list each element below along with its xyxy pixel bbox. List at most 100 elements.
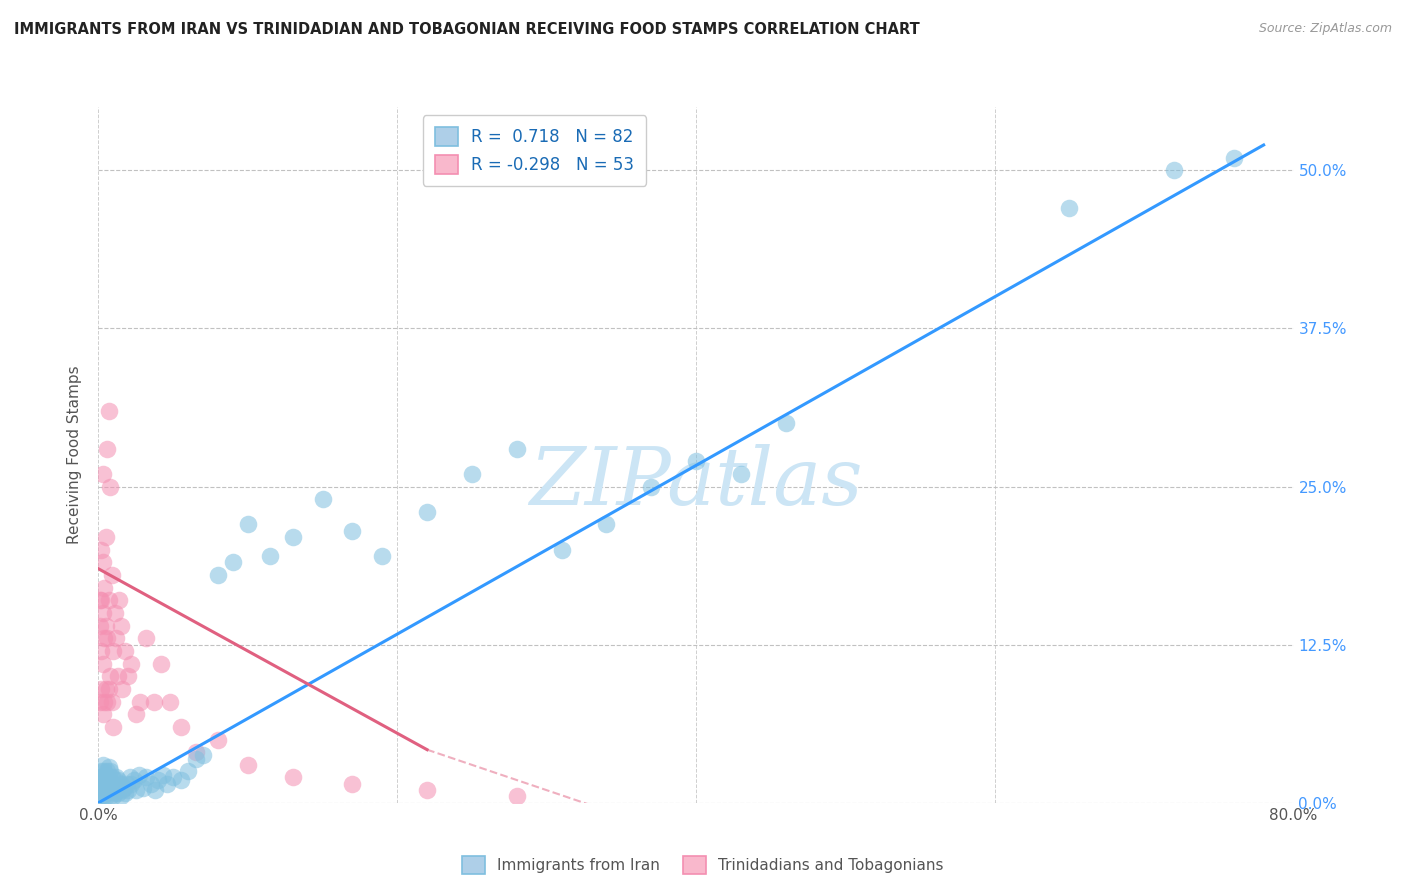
Y-axis label: Receiving Food Stamps: Receiving Food Stamps: [67, 366, 83, 544]
Point: [105, 783, 128, 797]
Point: [89, 771, 111, 785]
Point: [110, 777, 132, 791]
Point: [93, 777, 115, 791]
Point: [104, 772, 127, 787]
Point: [236, 517, 259, 532]
Point: [177, 764, 200, 779]
Point: [259, 549, 281, 563]
Point: [96, 764, 118, 779]
Point: [125, 707, 148, 722]
Point: [162, 771, 184, 785]
Point: [1163, 163, 1185, 178]
Point: [125, 783, 148, 797]
Point: [90, 644, 112, 658]
Point: [142, 695, 165, 709]
Point: [105, 632, 128, 646]
Point: [595, 517, 617, 532]
Point: [685, 454, 707, 468]
Point: [103, 789, 125, 804]
Point: [91, 789, 114, 804]
Text: IMMIGRANTS FROM IRAN VS TRINIDADIAN AND TOBAGONIAN RECEIVING FOOD STAMPS CORRELA: IMMIGRANTS FROM IRAN VS TRINIDADIAN AND …: [14, 22, 920, 37]
Point: [281, 771, 304, 785]
Point: [115, 777, 138, 791]
Point: [101, 695, 124, 709]
Point: [91, 707, 114, 722]
Point: [94, 789, 117, 804]
Point: [98, 764, 122, 779]
Point: [89, 618, 111, 632]
Point: [90, 789, 112, 804]
Point: [640, 479, 662, 493]
Point: [98, 777, 122, 791]
Point: [114, 644, 136, 658]
Point: [97, 403, 120, 417]
Legend: Immigrants from Iran, Trinidadians and Tobagonians: Immigrants from Iran, Trinidadians and T…: [456, 850, 950, 880]
Point: [117, 669, 139, 683]
Point: [101, 568, 124, 582]
Point: [110, 789, 132, 804]
Point: [90, 764, 112, 779]
Point: [461, 467, 484, 481]
Point: [118, 771, 141, 785]
Point: [97, 783, 120, 797]
Point: [135, 771, 157, 785]
Point: [89, 789, 111, 804]
Point: [236, 757, 259, 772]
Point: [93, 764, 115, 779]
Point: [96, 786, 118, 800]
Point: [97, 772, 120, 787]
Point: [94, 780, 117, 795]
Point: [91, 467, 114, 481]
Point: [98, 669, 122, 683]
Point: [91, 757, 114, 772]
Point: [416, 783, 439, 797]
Point: [156, 777, 179, 791]
Point: [135, 632, 157, 646]
Point: [96, 632, 118, 646]
Point: [89, 777, 111, 791]
Point: [91, 780, 114, 795]
Point: [108, 780, 131, 795]
Point: [371, 549, 394, 563]
Point: [120, 777, 142, 791]
Point: [101, 771, 124, 785]
Legend: R =  0.718   N = 82, R = -0.298   N = 53: R = 0.718 N = 82, R = -0.298 N = 53: [423, 115, 647, 186]
Point: [94, 768, 117, 782]
Point: [152, 768, 174, 782]
Text: ZIPatlas: ZIPatlas: [529, 444, 863, 522]
Point: [1059, 201, 1081, 215]
Point: [93, 695, 115, 709]
Point: [506, 442, 529, 456]
Point: [89, 695, 111, 709]
Point: [90, 593, 112, 607]
Point: [506, 789, 529, 804]
Point: [107, 772, 129, 787]
Point: [416, 505, 439, 519]
Point: [97, 760, 120, 774]
Point: [132, 780, 155, 795]
Point: [550, 542, 572, 557]
Point: [169, 772, 191, 787]
Point: [207, 732, 229, 747]
Point: [159, 695, 181, 709]
Point: [342, 524, 364, 538]
Point: [139, 777, 162, 791]
Point: [191, 747, 214, 762]
Point: [94, 618, 117, 632]
Point: [110, 618, 132, 632]
Point: [91, 771, 114, 785]
Point: [111, 681, 134, 696]
Point: [342, 777, 364, 791]
Point: [96, 442, 118, 456]
Point: [112, 780, 135, 795]
Point: [222, 556, 245, 570]
Point: [101, 783, 124, 797]
Point: [150, 657, 173, 671]
Point: [93, 581, 115, 595]
Point: [103, 777, 125, 791]
Point: [97, 593, 120, 607]
Point: [111, 783, 134, 797]
Point: [129, 695, 152, 709]
Point: [730, 467, 752, 481]
Point: [108, 593, 131, 607]
